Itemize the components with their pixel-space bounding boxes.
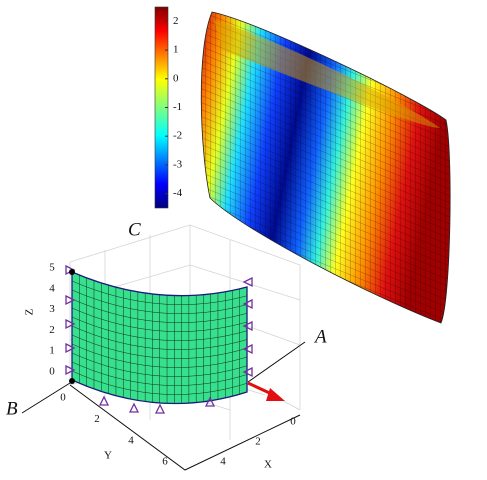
x-axis-label: X: [264, 459, 272, 471]
colorbar-tick-label: -1: [173, 101, 182, 113]
node: [69, 269, 75, 275]
colorbar-tick-label: 1: [173, 44, 179, 56]
mesh-panel: [71, 271, 248, 405]
x-tick-label: 4: [220, 456, 226, 468]
colorbar-tick-label: -3: [173, 158, 183, 170]
load-arrow-head: [266, 388, 285, 401]
z-tick-label: 2: [49, 324, 55, 336]
y-tick-label: 0: [60, 392, 66, 404]
mesh-lines: [71, 275, 248, 404]
y-tick-label: 6: [162, 456, 168, 468]
colorbar-tick-label: -2: [173, 130, 182, 142]
label-a: A: [313, 326, 327, 347]
z-tick-label: 1: [49, 345, 55, 357]
z-tick-label: 5: [49, 262, 55, 274]
z-tick-label: 4: [49, 282, 55, 294]
label-c: C: [128, 219, 141, 240]
z-tick-label: 3: [49, 303, 55, 315]
node: [69, 378, 75, 384]
x-tick-label: 2: [255, 436, 261, 448]
colorbar-tick-label: 0: [173, 72, 179, 84]
z-axis-label: Z: [24, 308, 36, 315]
z-tick-label: 0: [49, 366, 55, 378]
colorbar-tick-label: -4: [173, 187, 183, 199]
y-tick-label: 2: [94, 413, 100, 425]
deformed-surface: [200, 11, 451, 324]
y-tick-label: 4: [128, 434, 134, 446]
label-b: B: [6, 398, 18, 419]
colorbar-tick-label: 2: [173, 15, 179, 27]
y-axis-label: Y: [104, 450, 112, 462]
x-tick-label: 0: [290, 416, 296, 428]
